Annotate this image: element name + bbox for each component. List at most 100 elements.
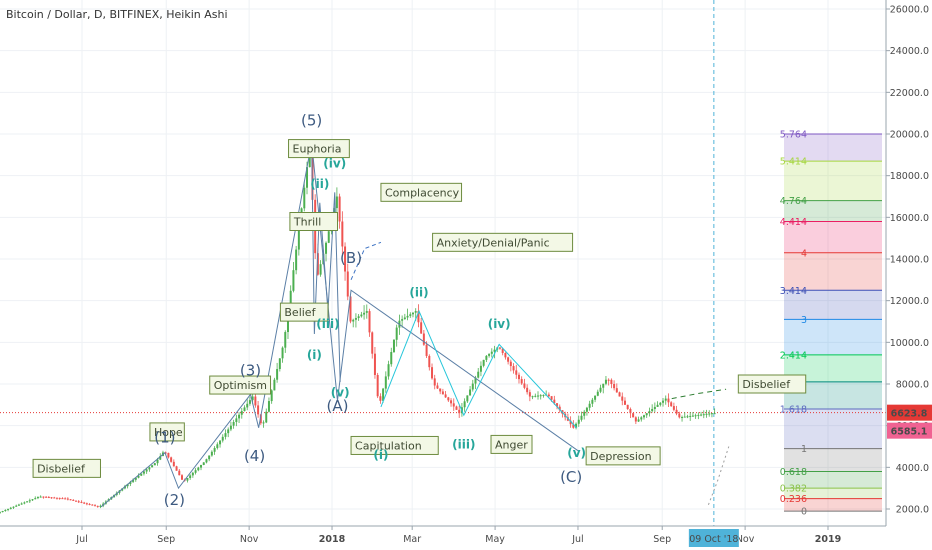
- candle-body: [75, 500, 78, 502]
- fib-extension-tool[interactable]: 5.7645.4144.7644.41443.41432.41421.61810…: [780, 130, 882, 518]
- candle-body: [23, 502, 26, 504]
- minor-wave-label: (iv): [323, 156, 346, 170]
- candle-body: [683, 416, 686, 418]
- candle-body: [691, 415, 694, 417]
- candle-body: [200, 464, 203, 468]
- candle-body: [463, 401, 466, 408]
- minor-wave-label: (i): [307, 348, 322, 362]
- candle-body: [452, 403, 455, 407]
- y-tick-label: 26000.0: [890, 5, 929, 16]
- phase-label-box: [149, 422, 185, 442]
- candle-body: [55, 497, 58, 499]
- candle-body: [346, 271, 349, 297]
- candle-body: [537, 395, 540, 397]
- y-axis[interactable]: 26000.0 24000.0 22000.0 20000.0 18000.0 16000…: [885, 0, 932, 550]
- candle-body: [580, 415, 583, 420]
- candle-body: [338, 196, 341, 222]
- minor-wave-label: (ii): [310, 177, 329, 191]
- candle-body: [615, 388, 618, 393]
- market-cycle-labels[interactable]: Disbelief Hope Optimism Belief Thrill Euphori…: [32, 139, 807, 478]
- candle-body: [72, 499, 75, 501]
- phase-label-text: Capitulation: [355, 439, 422, 452]
- y-tick-label: 8000.0: [896, 380, 929, 391]
- candle-body: [607, 379, 610, 381]
- candle-body: [670, 402, 673, 407]
- candle-body: [186, 478, 189, 481]
- candle-body: [267, 401, 270, 412]
- candle-body: [441, 391, 444, 395]
- candle-body: [349, 296, 352, 322]
- major-wave-label: (3): [240, 362, 261, 380]
- candle-body: [213, 448, 216, 452]
- candle-body: [420, 322, 423, 334]
- major-wave-label: (A): [326, 397, 348, 415]
- candle-body: [137, 475, 140, 478]
- fib-level-label: 0: [801, 507, 807, 518]
- candle-body: [588, 403, 591, 408]
- candle-body: [129, 481, 132, 484]
- candle-body: [91, 504, 94, 506]
- candle-body: [664, 398, 667, 401]
- fib-level-label: 4.764: [780, 196, 807, 207]
- candle-body: [401, 319, 404, 321]
- phase-label-text: Anger: [495, 438, 528, 451]
- candle-body: [599, 387, 602, 392]
- candle-body: [477, 371, 480, 378]
- candle-body: [433, 378, 436, 386]
- phase-label-text: Belief: [284, 306, 316, 319]
- candle-body: [681, 416, 684, 418]
- candle-body: [140, 473, 143, 476]
- candle-body: [474, 377, 477, 384]
- candle-body: [0, 512, 1, 514]
- candle-body: [700, 414, 703, 416]
- candle-body: [662, 400, 665, 403]
- y-tick-label: 4000.0: [896, 463, 929, 474]
- candle-body: [219, 440, 222, 445]
- candle-body: [134, 477, 137, 480]
- candle-body: [292, 270, 295, 291]
- candle-body: [354, 318, 357, 320]
- candle-body: [387, 364, 390, 377]
- candle-body: [9, 507, 12, 509]
- candle-body: [425, 344, 428, 356]
- candle-body: [493, 349, 496, 352]
- second-price-badge: [887, 422, 932, 439]
- y-tick-label: 10000.0: [890, 338, 929, 349]
- candle-body: [50, 497, 53, 499]
- candle-body: [286, 311, 289, 333]
- candle-body: [642, 415, 645, 418]
- candle-body: [632, 413, 635, 418]
- candle-body: [15, 505, 18, 507]
- candle-body: [85, 503, 88, 505]
- candle-body: [170, 457, 173, 462]
- candle-body: [645, 413, 648, 416]
- candle-body: [528, 392, 531, 397]
- candle-body: [471, 383, 474, 390]
- x-tick-label: Jul: [75, 534, 87, 545]
- candle-body: [132, 479, 135, 482]
- candle-body: [197, 467, 200, 471]
- wave-arrow-b: [350, 241, 382, 281]
- phase-label-box: [32, 458, 101, 478]
- candle-body: [648, 411, 651, 414]
- candle-body: [501, 348, 504, 354]
- candle-body: [395, 327, 398, 340]
- candle-body: [553, 399, 556, 404]
- candle-body: [341, 221, 344, 247]
- candle-body: [224, 433, 227, 437]
- x-axis[interactable]: Jul Sep Nov 2018 Mar May Jul Sep Nov 2019: [0, 525, 886, 545]
- candle-body: [36, 497, 39, 499]
- phase-label-box: [432, 232, 574, 252]
- elliott-wave-major-labels: (1) (2) (3) (4) (5) (A) (B) (C): [154, 112, 582, 509]
- candle-body: [45, 496, 48, 498]
- candle-body: [352, 319, 355, 322]
- grid-lines: [0, 0, 886, 526]
- y-axis-background: [886, 0, 932, 550]
- candle-body: [365, 311, 368, 313]
- candle-body: [159, 456, 162, 460]
- y-tick-label: 16000.0: [890, 213, 929, 224]
- candle-body: [172, 461, 175, 467]
- candle-body: [221, 436, 224, 441]
- phase-label-text: Euphoria: [293, 143, 342, 156]
